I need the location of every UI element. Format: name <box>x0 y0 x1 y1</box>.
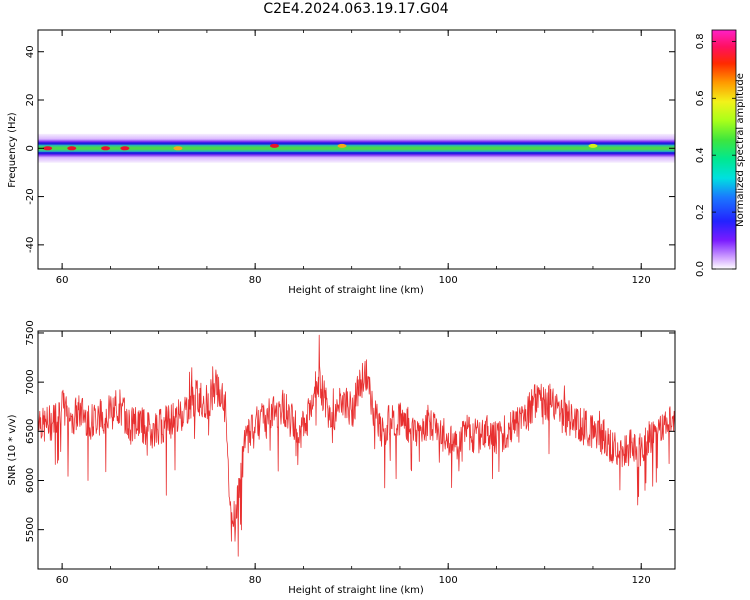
spectrogram-y-tick-label: -20 <box>25 188 36 204</box>
spectrogram-hotspot <box>588 143 598 148</box>
snr-y-tick-label: 6500 <box>25 419 36 444</box>
snr-x-axis-label: Height of straight line (km) <box>288 585 424 596</box>
spectrogram-hotspot <box>173 146 183 151</box>
colorbar-tick-label: 0.6 <box>695 90 706 106</box>
colorbar: 0.0 0.2 0.4 0.6 0.8 Normalized spectral ampl… <box>695 29 746 277</box>
spectrogram-y-axis-label: Frequency (Hz) <box>7 112 18 188</box>
spectrogram-y-tick-label: 0 <box>25 145 36 151</box>
spectrogram-panel: 60 80 100 120 -40 -20 0 20 40 Height of straigh… <box>7 29 676 296</box>
spectrogram-x-axis-label: Height of straight line (km) <box>288 285 424 296</box>
snr-x-tick-label: 80 <box>249 575 262 586</box>
colorbar-tick-label: 0.8 <box>695 33 706 49</box>
figure-title: C2E4.2024.063.19.17.G04 <box>263 1 449 17</box>
spectrogram-x-tick-label: 120 <box>632 275 651 286</box>
spectrogram-hotspot <box>337 143 347 148</box>
snr-y-tick-label: 5500 <box>25 517 36 542</box>
snr-frame <box>37 330 676 570</box>
snr-x-tick-label: 100 <box>439 575 458 586</box>
spectrogram-y-tick-label: -40 <box>25 237 36 253</box>
spectrogram-hotspot <box>43 146 53 151</box>
spectrogram-x-tick-label: 60 <box>56 275 69 286</box>
snr-series-line <box>38 334 675 557</box>
snr-y-tick-label: 7000 <box>25 369 36 394</box>
snr-y-axis-label: SNR (10 * v/v) <box>7 414 18 485</box>
spectrogram-hotspot <box>101 146 111 151</box>
colorbar-label: Normalized spectral amplitude <box>735 73 746 227</box>
snr-y-tick-label: 7500 <box>25 320 36 345</box>
spectrogram-x-tick-label: 100 <box>439 275 458 286</box>
spectrogram-frame <box>37 29 676 270</box>
snr-x-tick-label: 120 <box>632 575 651 586</box>
spectrogram-band <box>38 133 675 163</box>
colorbar-tick-label: 0.0 <box>695 261 706 277</box>
spectrogram-hotspot <box>67 146 77 151</box>
spectrogram-y-tick-label: 20 <box>25 94 36 107</box>
spectrogram-hotspot <box>120 146 130 151</box>
colorbar-tick-label: 0.2 <box>695 204 706 220</box>
snr-y-tick-label: 6000 <box>25 468 36 493</box>
spectrogram-x-tick-label: 80 <box>249 275 262 286</box>
spectrogram-y-tick-label: 40 <box>25 45 36 58</box>
snr-panel: 60 80 100 120 5500 6000 6500 7000 7500 Height o… <box>7 320 676 596</box>
snr-x-tick-label: 60 <box>56 575 69 586</box>
colorbar-gradient <box>712 30 736 269</box>
spectrogram-hotspot <box>269 143 279 148</box>
colorbar-tick-label: 0.4 <box>695 147 706 163</box>
